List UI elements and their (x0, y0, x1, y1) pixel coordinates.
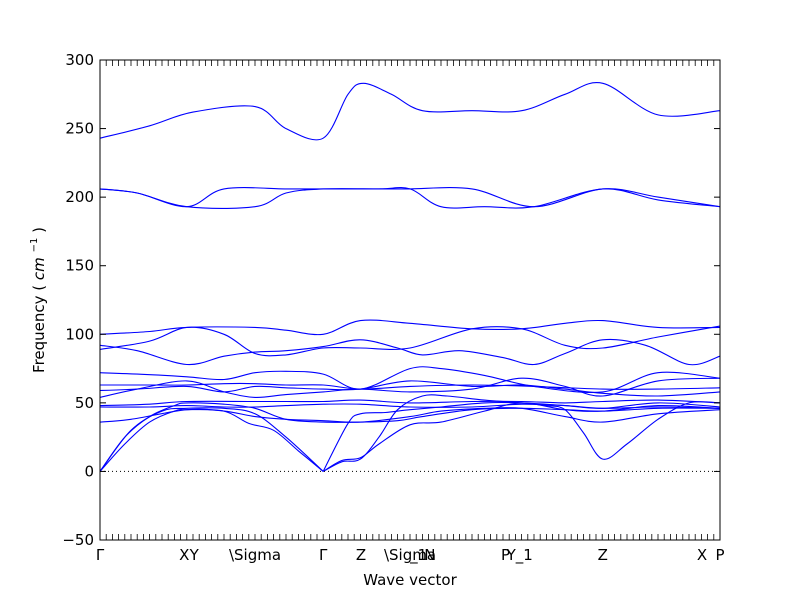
x-tick-label: X (697, 546, 707, 564)
band-line-17 (322, 402, 721, 472)
y-axis-label-paren-close: ) (30, 227, 48, 233)
x-tick-label: _1 (409, 546, 427, 565)
band-line-13 (99, 402, 721, 472)
x-tick-label: \Sigma (384, 546, 436, 564)
y-tick-label: 150 (65, 257, 94, 275)
y-tick-label: −50 (62, 531, 94, 549)
x-tick-label: X (179, 546, 189, 564)
plot-frame (99, 59, 721, 541)
band-line-14 (99, 408, 324, 472)
band-line-9 (99, 377, 721, 398)
x-tick-label: Z (598, 546, 608, 564)
x-tick-label: Γ (319, 546, 328, 564)
x-tick-label: Y_1 (506, 546, 533, 565)
high-symmetry-tick-group (99, 60, 721, 540)
x-axis-label: Wave vector (363, 571, 457, 589)
x-tick-label: P (501, 546, 510, 564)
x-tick-label: Y (189, 546, 200, 564)
x-tick-label: Γ (96, 546, 105, 564)
x-tick-label: N (424, 546, 435, 564)
y-tick-label: 50 (75, 394, 94, 412)
band-line-8 (99, 380, 721, 397)
band-line-7 (100, 382, 721, 390)
band-lines-group (99, 82, 721, 472)
y-tick-label: 300 (65, 51, 94, 69)
y-axis-label: Frequency ( cm −1 ) (23, 227, 48, 373)
x-tick-label: Z (356, 546, 366, 564)
x-tick-label: \Sigma (229, 546, 281, 564)
y-axis-label-unit-exp: −1 (29, 238, 40, 253)
band-line-10 (99, 399, 721, 407)
y-tick-label: 250 (65, 120, 94, 138)
y-tick-label: 200 (65, 188, 94, 206)
y-ticks-group: −50 0 50 100 150 200 250 300 (62, 51, 720, 549)
y-axis-label-paren-open: ( (30, 285, 48, 291)
x-tick-label: P (715, 546, 724, 564)
band-line-4 (99, 325, 721, 357)
band-line-16 (322, 394, 721, 472)
band-line-0 (99, 82, 721, 141)
band-line-5 (99, 338, 721, 366)
y-tick-label: 100 (65, 325, 94, 343)
x-tick-labels-group: Γ X Y \Sigma Γ Z \Sigma_1N PY_1 Z X P (96, 546, 725, 565)
band-line-2 (99, 187, 721, 209)
band-line-15 (99, 407, 324, 472)
band-line-6 (99, 366, 721, 393)
y-axis-label-text: Frequency (30, 295, 48, 373)
y-tick-label: 0 (84, 462, 94, 480)
y-axis-label-unit: cm (30, 257, 48, 280)
band-line-18 (322, 401, 721, 472)
